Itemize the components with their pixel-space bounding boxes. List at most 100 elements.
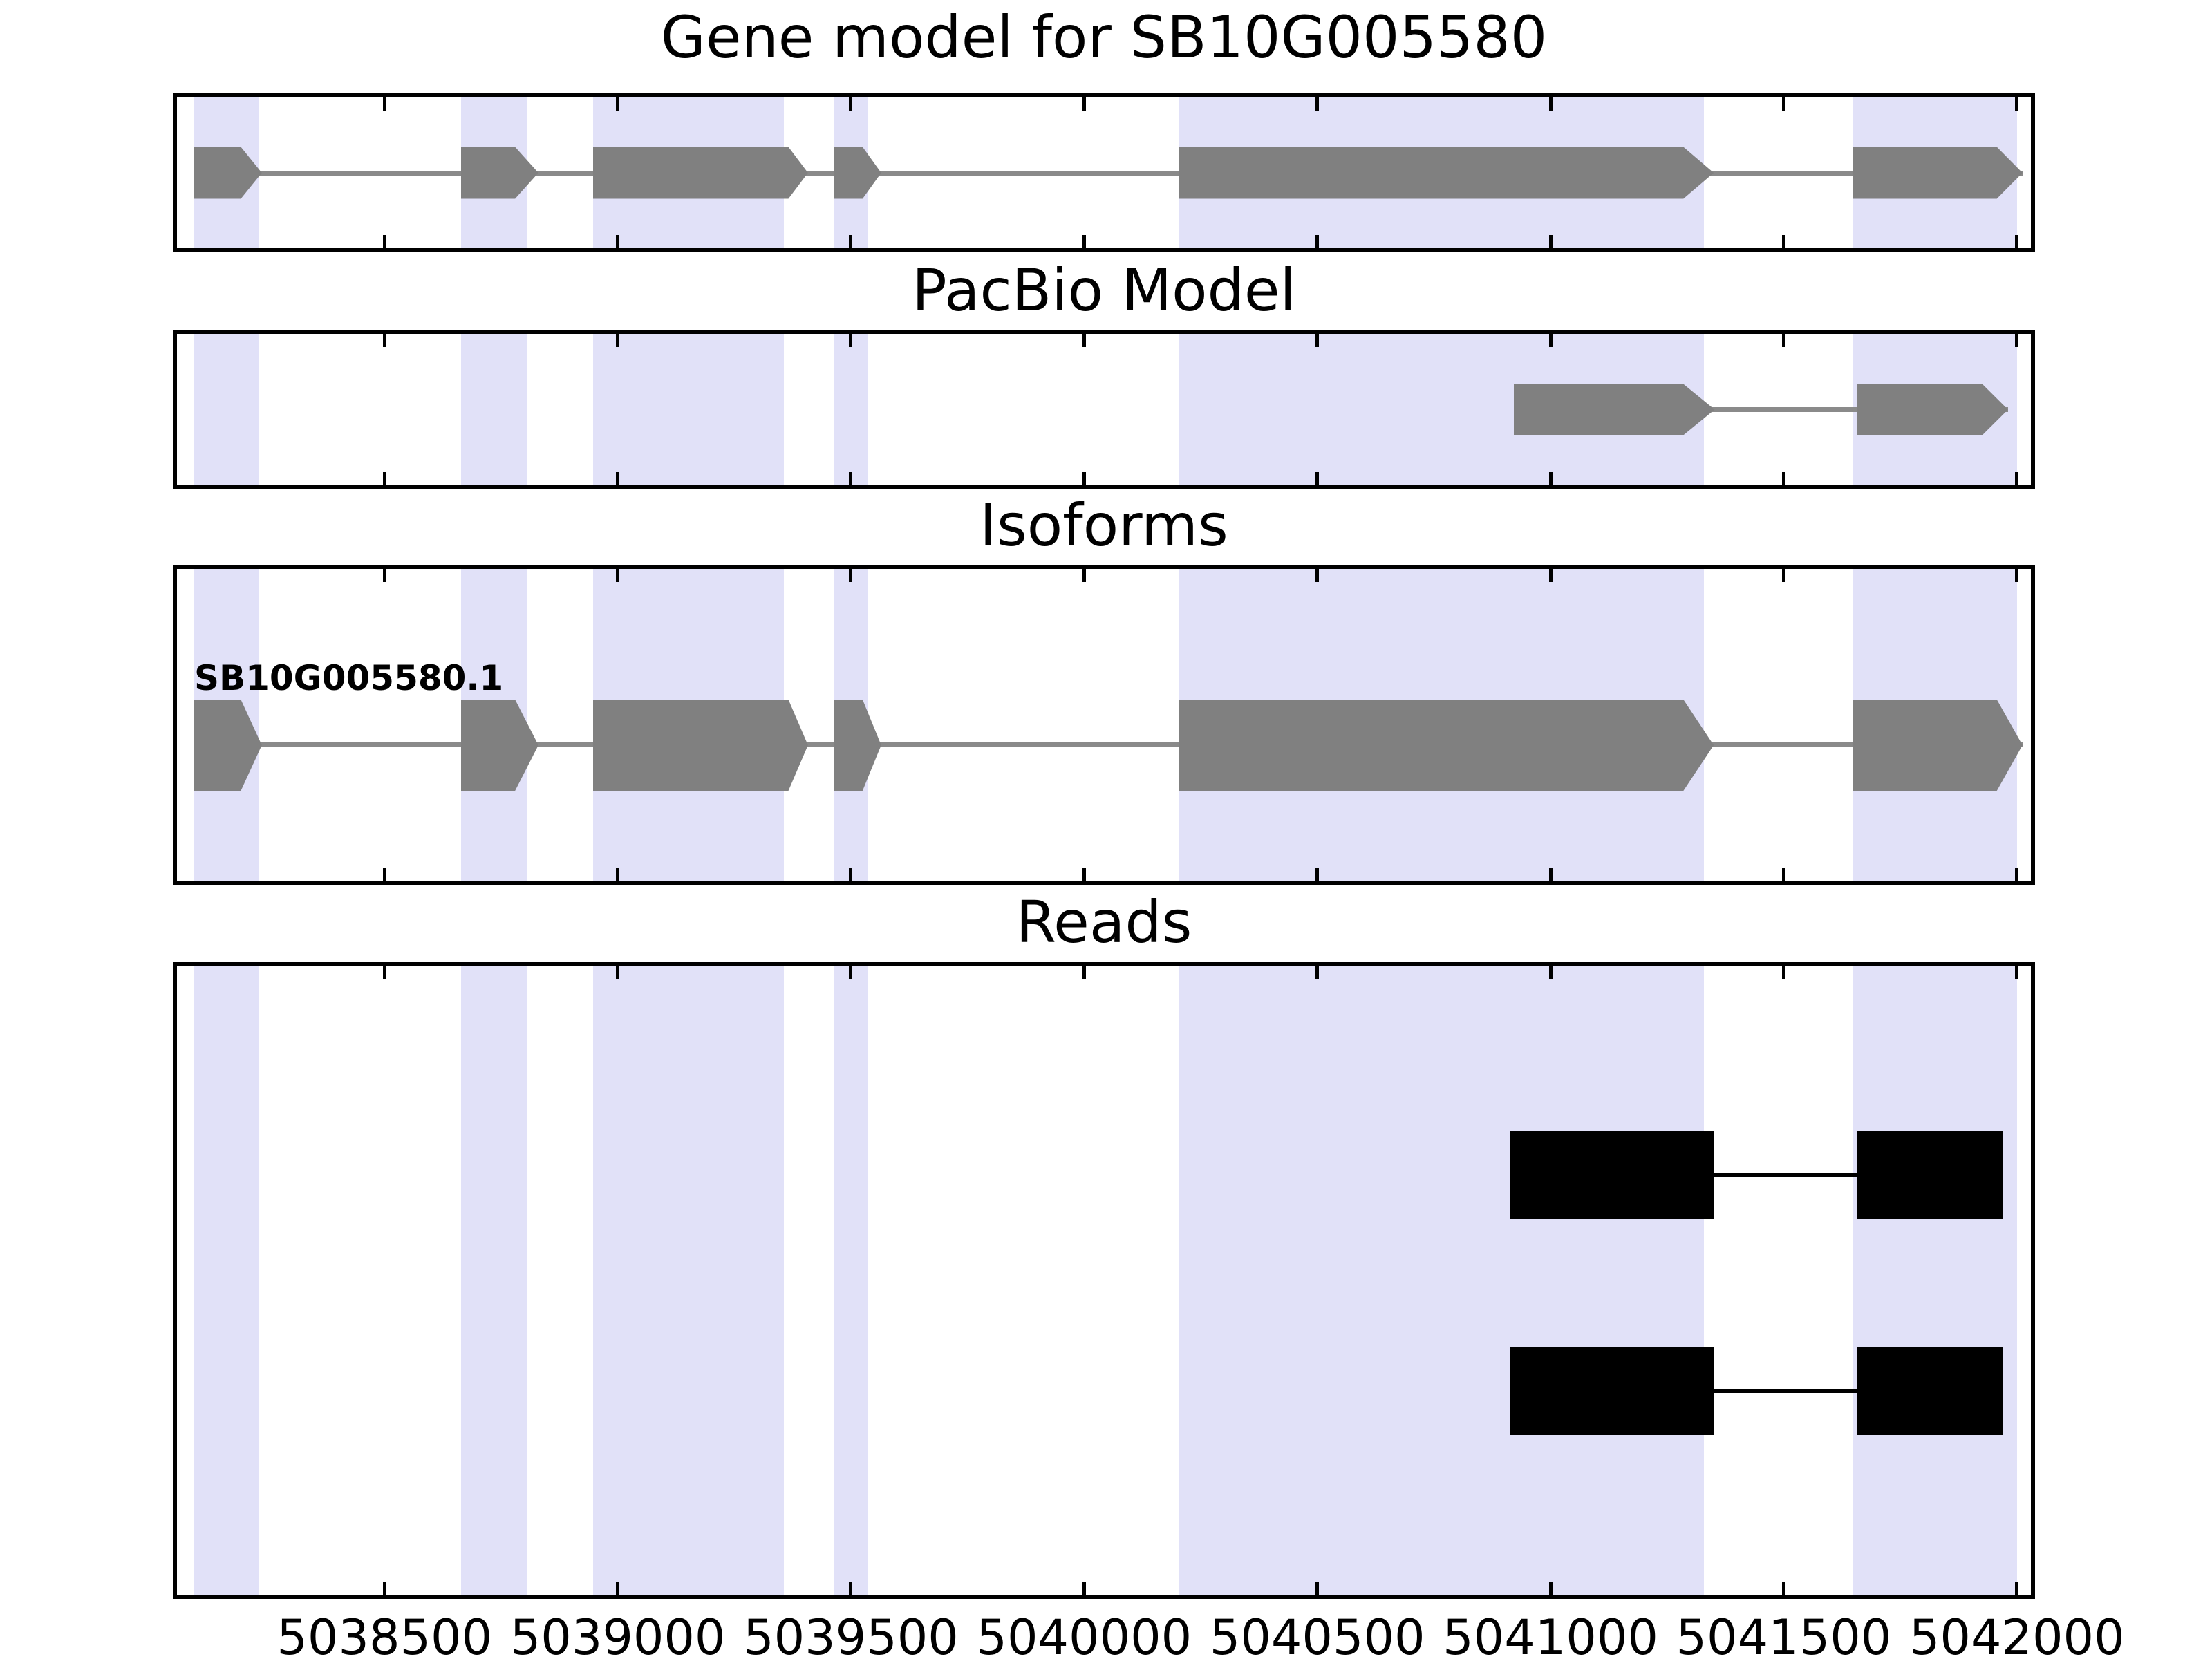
exon-arrow: [592, 699, 808, 791]
axis-tick: [2015, 868, 2019, 881]
axis-tick: [382, 235, 386, 248]
panel-title-gene-model: Gene model for SB10G005580: [660, 3, 1548, 71]
exon-arrow: [1179, 699, 1714, 791]
axis-tick: [616, 97, 620, 111]
axis-tick: [849, 97, 853, 111]
axis-tick: [849, 235, 853, 248]
exon-arrow: [460, 147, 538, 199]
axis-tick: [382, 569, 386, 582]
axis-tick: [1548, 569, 1553, 582]
axis-tick: [382, 966, 386, 979]
intron-line: [1513, 407, 2008, 412]
axis-tick: [1781, 472, 1785, 485]
axis-tick: [1781, 1582, 1785, 1595]
x-axis-tick-label: 5041000: [1443, 1609, 1658, 1659]
axis-tick: [1315, 97, 1320, 111]
axis-tick: [616, 966, 620, 979]
axis-tick: [849, 334, 853, 347]
exon-highlight-band: [592, 966, 785, 1595]
x-axis-tick-label: 5042000: [1909, 1609, 2125, 1659]
axis-tick: [1548, 97, 1553, 111]
axis-tick: [1315, 1582, 1320, 1595]
intron-line: [194, 742, 2023, 748]
read-block: [1509, 1131, 1714, 1220]
panel-gene-model: [173, 93, 2035, 252]
axis-tick: [1548, 334, 1553, 347]
axis-tick: [2015, 97, 2019, 111]
exon-arrow: [1513, 384, 1715, 435]
axis-tick: [1082, 966, 1086, 979]
axis-tick: [849, 569, 853, 582]
axis-tick: [2015, 334, 2019, 347]
exon-highlight-band: [1853, 966, 2017, 1595]
axis-tick: [1315, 472, 1320, 485]
exon-arrow: [1853, 699, 2023, 791]
panel-pacbio-model: [173, 330, 2035, 489]
read-block: [1509, 1347, 1714, 1436]
read-block: [1857, 1131, 2004, 1220]
axis-tick: [616, 868, 620, 881]
exon-arrow: [460, 699, 538, 791]
exon-arrow: [834, 699, 881, 791]
axis-tick: [616, 472, 620, 485]
axis-tick: [1315, 334, 1320, 347]
axis-tick: [1315, 569, 1320, 582]
x-axis-tick-label: 5039000: [509, 1609, 726, 1659]
axis-tick: [1082, 472, 1086, 485]
axis-tick: [1082, 97, 1086, 111]
exon-highlight-band: [460, 966, 527, 1595]
axis-tick: [2015, 1582, 2019, 1595]
axis-tick: [849, 966, 853, 979]
axis-tick: [1548, 235, 1553, 248]
panel-reads: [173, 962, 2035, 1599]
isoform-label: SB10G005580.1: [194, 657, 504, 698]
axis-tick: [2015, 235, 2019, 248]
panel-title-isoforms: Isoforms: [980, 491, 1228, 559]
x-axis-tick-label: 5041500: [1676, 1609, 1892, 1659]
axis-tick: [382, 472, 386, 485]
axis-tick: [1781, 97, 1785, 111]
axis-tick: [2015, 569, 2019, 582]
axis-tick: [1315, 235, 1320, 248]
exon-highlight-band: [592, 334, 785, 485]
axis-tick: [1781, 235, 1785, 248]
axis-tick: [616, 1582, 620, 1595]
axis-tick: [1315, 868, 1320, 881]
exon-arrow: [1857, 384, 2008, 435]
axis-tick: [616, 235, 620, 248]
axis-tick: [382, 334, 386, 347]
x-axis-tick-label: 5040500: [1209, 1609, 1425, 1659]
axis-tick: [1082, 235, 1086, 248]
axis-tick: [1781, 569, 1785, 582]
exon-highlight-band: [460, 334, 527, 485]
panel-title-pacbio-model: PacBio Model: [912, 256, 1296, 324]
read-block: [1857, 1347, 2004, 1436]
exon-arrow: [1179, 147, 1714, 199]
axis-tick: [382, 1582, 386, 1595]
axis-tick: [1082, 868, 1086, 881]
axis-tick: [616, 334, 620, 347]
axis-tick: [1548, 868, 1553, 881]
exon-highlight-band: [834, 966, 868, 1595]
axis-tick: [382, 868, 386, 881]
x-axis-tick-label: 5039500: [743, 1609, 959, 1659]
axis-tick: [1781, 334, 1785, 347]
axis-tick: [382, 97, 386, 111]
panel-title-reads: Reads: [1015, 888, 1192, 956]
exon-highlight-band: [194, 966, 259, 1595]
axis-tick: [849, 472, 853, 485]
panel-isoforms: SB10G005580.1: [173, 565, 2035, 885]
exon-arrow: [1853, 147, 2023, 199]
exon-arrow: [834, 147, 881, 199]
intron-line: [194, 170, 2023, 176]
axis-tick: [1781, 966, 1785, 979]
x-axis-tick-label: 5038500: [276, 1609, 493, 1659]
axis-tick: [616, 569, 620, 582]
axis-tick: [1548, 472, 1553, 485]
exon-arrow: [592, 147, 808, 199]
x-axis-tick-label: 5040000: [976, 1609, 1192, 1659]
x-axis-tick-labels: 5038500 5039000 5039500 5040000 5040500 50410…: [177, 1609, 2124, 1659]
exon-highlight-band: [834, 334, 868, 485]
exon-highlight-band: [194, 334, 259, 485]
